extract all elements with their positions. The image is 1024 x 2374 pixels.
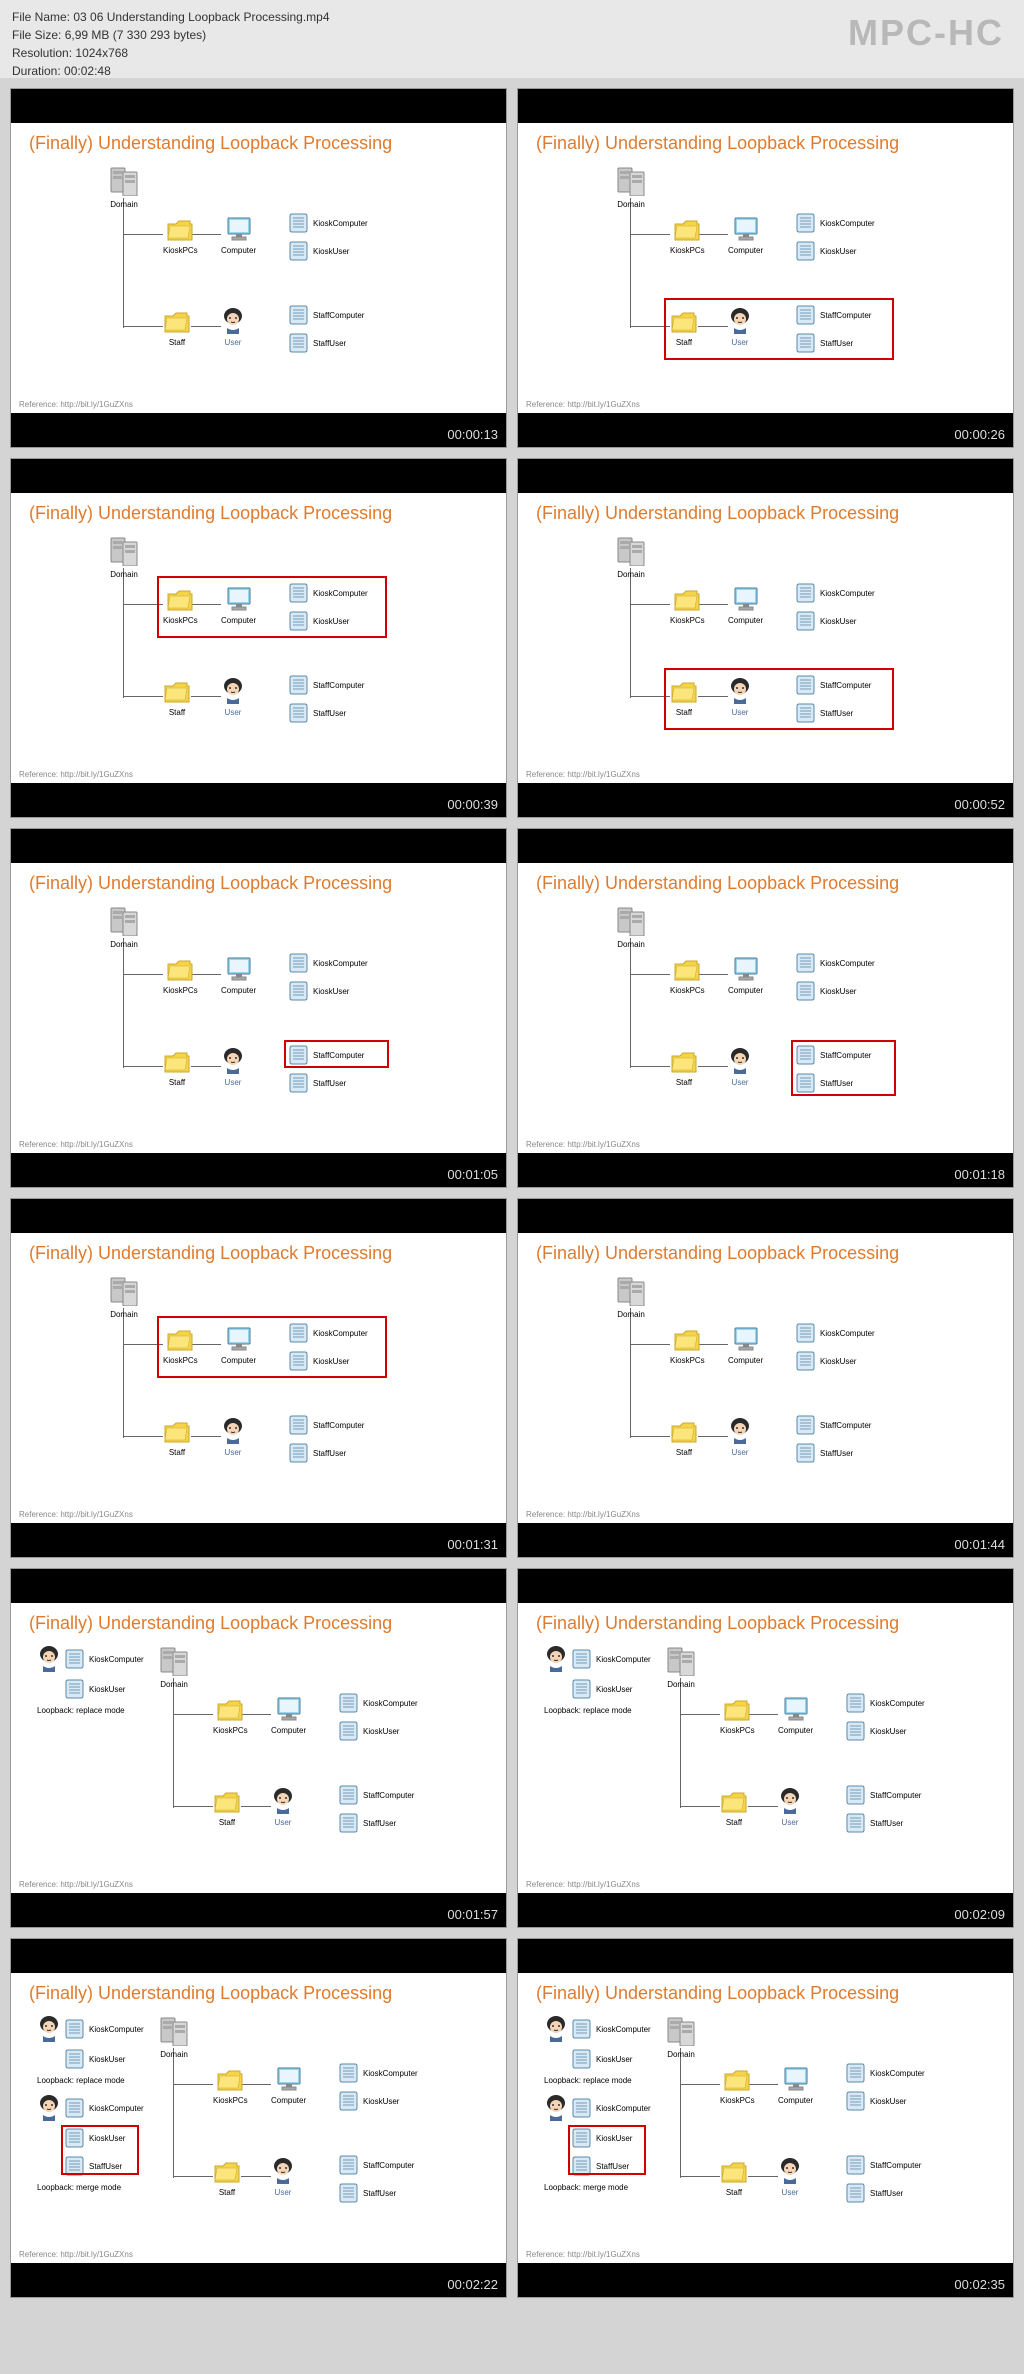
letterbox-bottom: 00:00:52 [518,783,1013,817]
slide-title: (Finally) Understanding Loopback Process… [536,503,995,524]
slide-title: (Finally) Understanding Loopback Process… [536,873,995,894]
thumbnail[interactable]: (Finally) Understanding Loopback Process… [517,88,1014,448]
resolution-label: Resolution: [12,46,72,60]
letterbox-bottom: 00:01:44 [518,1523,1013,1557]
thumbnail[interactable]: (Finally) Understanding Loopback Process… [517,828,1014,1188]
letterbox-bottom: 00:01:31 [11,1523,506,1557]
slide-content: (Finally) Understanding Loopback Process… [518,1973,1013,2263]
letterbox-bottom: 00:00:39 [11,783,506,817]
reference-text: Reference: http://bit.ly/1GuZXns [526,2250,640,2259]
letterbox-bottom: 00:02:35 [518,2263,1013,2297]
timestamp: 00:00:39 [447,797,498,812]
timestamp: 00:00:52 [954,797,1005,812]
letterbox-bottom: 00:01:57 [11,1893,506,1927]
reference-text: Reference: http://bit.ly/1GuZXns [526,1140,640,1149]
slide-content: (Finally) Understanding Loopback Process… [518,1233,1013,1523]
reference-text: Reference: http://bit.ly/1GuZXns [19,400,133,409]
thumbnail-grid: (Finally) Understanding Loopback Process… [0,78,1024,2308]
letterbox-top [518,1569,1013,1603]
thumbnail[interactable]: (Finally) Understanding Loopback Process… [10,1568,507,1928]
slide-title: (Finally) Understanding Loopback Process… [29,503,488,524]
thumbnail[interactable]: (Finally) Understanding Loopback Process… [10,1938,507,2298]
duration-value: 00:02:48 [64,64,111,78]
slide-content: (Finally) Understanding Loopback Process… [518,863,1013,1153]
letterbox-top [11,829,506,863]
slide-title: (Finally) Understanding Loopback Process… [536,1243,995,1264]
slide-content: (Finally) Understanding Loopback Process… [518,123,1013,413]
slide-title: (Finally) Understanding Loopback Process… [29,1613,488,1634]
letterbox-top [11,89,506,123]
reference-text: Reference: http://bit.ly/1GuZXns [19,1510,133,1519]
filesize-label: File Size: [12,28,61,42]
slide-content: (Finally) Understanding Loopback Process… [11,1973,506,2263]
slide-title: (Finally) Understanding Loopback Process… [29,133,488,154]
slide-title: (Finally) Understanding Loopback Process… [536,1613,995,1634]
slide-content: (Finally) Understanding Loopback Process… [11,493,506,783]
reference-text: Reference: http://bit.ly/1GuZXns [526,400,640,409]
letterbox-top [11,1199,506,1233]
slide-content: (Finally) Understanding Loopback Process… [11,863,506,1153]
slide-title: (Finally) Understanding Loopback Process… [536,133,995,154]
slide-content: (Finally) Understanding Loopback Process… [11,1233,506,1523]
letterbox-top [518,1939,1013,1973]
letterbox-top [11,1939,506,1973]
filesize-value: 6,99 MB (7 330 293 bytes) [65,28,206,42]
thumbnail[interactable]: (Finally) Understanding Loopback Process… [517,1198,1014,1558]
slide-content: (Finally) Understanding Loopback Process… [518,493,1013,783]
slide-content: (Finally) Understanding Loopback Process… [11,1603,506,1893]
slide-title: (Finally) Understanding Loopback Process… [29,1983,488,2004]
letterbox-top [518,89,1013,123]
reference-text: Reference: http://bit.ly/1GuZXns [19,1880,133,1889]
slide-content: (Finally) Understanding Loopback Process… [11,123,506,413]
filename-value: 03 06 Understanding Loopback Processing.… [73,10,329,24]
letterbox-top [11,1569,506,1603]
letterbox-bottom: 00:01:18 [518,1153,1013,1187]
letterbox-bottom: 00:01:05 [11,1153,506,1187]
reference-text: Reference: http://bit.ly/1GuZXns [526,1880,640,1889]
letterbox-bottom: 00:00:13 [11,413,506,447]
reference-text: Reference: http://bit.ly/1GuZXns [526,1510,640,1519]
timestamp: 00:02:35 [954,2277,1005,2292]
reference-text: Reference: http://bit.ly/1GuZXns [19,1140,133,1149]
reference-text: Reference: http://bit.ly/1GuZXns [19,770,133,779]
thumbnail[interactable]: (Finally) Understanding Loopback Process… [10,88,507,448]
filename-label: File Name: [12,10,70,24]
thumbnail[interactable]: (Finally) Understanding Loopback Process… [517,1568,1014,1928]
timestamp: 00:01:31 [447,1537,498,1552]
timestamp: 00:01:18 [954,1167,1005,1182]
slide-title: (Finally) Understanding Loopback Process… [29,1243,488,1264]
letterbox-bottom: 00:02:09 [518,1893,1013,1927]
letterbox-top [518,829,1013,863]
slide-content: (Finally) Understanding Loopback Process… [518,1603,1013,1893]
thumbnail[interactable]: (Finally) Understanding Loopback Process… [10,828,507,1188]
thumbnail[interactable]: (Finally) Understanding Loopback Process… [10,1198,507,1558]
timestamp: 00:02:22 [447,2277,498,2292]
resolution-value: 1024x768 [75,46,128,60]
timestamp: 00:00:13 [447,427,498,442]
letterbox-top [518,459,1013,493]
timestamp: 00:01:05 [447,1167,498,1182]
player-logo: MPC-HC [848,12,1004,54]
letterbox-top [11,459,506,493]
letterbox-top [518,1199,1013,1233]
file-header: File Name: 03 06 Understanding Loopback … [0,0,1024,78]
timestamp: 00:02:09 [954,1907,1005,1922]
thumbnail[interactable]: (Finally) Understanding Loopback Process… [517,1938,1014,2298]
reference-text: Reference: http://bit.ly/1GuZXns [19,2250,133,2259]
slide-title: (Finally) Understanding Loopback Process… [29,873,488,894]
timestamp: 00:01:44 [954,1537,1005,1552]
duration-label: Duration: [12,64,61,78]
letterbox-bottom: 00:02:22 [11,2263,506,2297]
thumbnail[interactable]: (Finally) Understanding Loopback Process… [10,458,507,818]
timestamp: 00:00:26 [954,427,1005,442]
thumbnail[interactable]: (Finally) Understanding Loopback Process… [517,458,1014,818]
reference-text: Reference: http://bit.ly/1GuZXns [526,770,640,779]
letterbox-bottom: 00:00:26 [518,413,1013,447]
timestamp: 00:01:57 [447,1907,498,1922]
slide-title: (Finally) Understanding Loopback Process… [536,1983,995,2004]
